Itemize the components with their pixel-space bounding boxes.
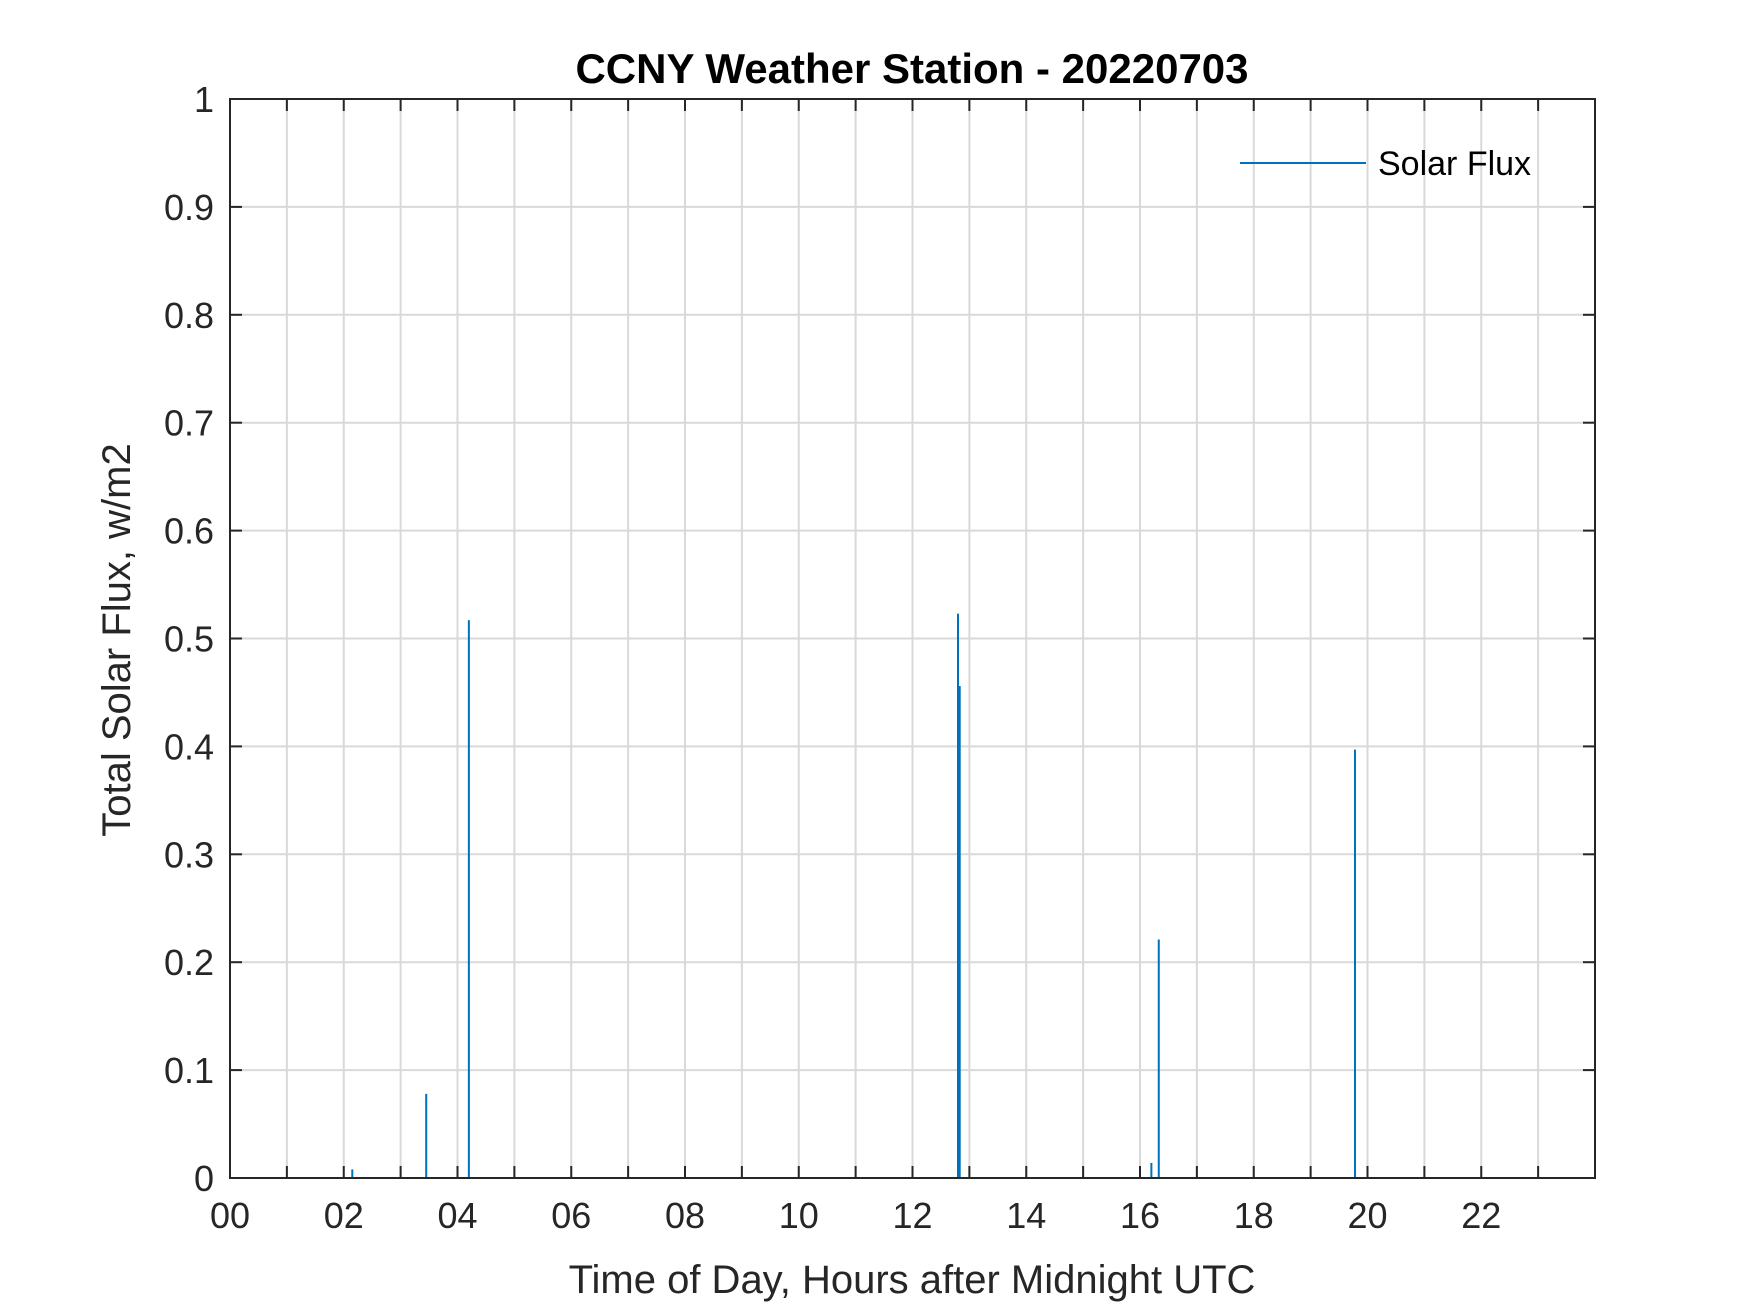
- x-tick-label: 18: [1234, 1195, 1274, 1236]
- x-tick-label: 02: [324, 1195, 364, 1236]
- y-tick-label: 0.4: [164, 726, 214, 767]
- y-tick-label: 0.9: [164, 187, 214, 228]
- grid: [230, 99, 1595, 1178]
- y-tick-label: 0: [194, 1158, 214, 1199]
- x-tick-label: 16: [1120, 1195, 1160, 1236]
- x-tick-label: 06: [551, 1195, 591, 1236]
- y-tick-label: 1: [194, 79, 214, 120]
- x-tick-label: 00: [210, 1195, 250, 1236]
- plot-data: [351, 613, 1356, 1178]
- y-tick-label: 0.7: [164, 403, 214, 444]
- x-tick-label: 04: [437, 1195, 477, 1236]
- x-tick-label: 12: [892, 1195, 932, 1236]
- y-tick-label: 0.6: [164, 511, 214, 552]
- legend: Solar Flux: [1240, 145, 1531, 183]
- x-tick-label: 08: [665, 1195, 705, 1236]
- axes: [229, 98, 1596, 1179]
- y-axis-label: Total Solar Flux, w/m2: [95, 443, 139, 836]
- chart-title: CCNY Weather Station - 20220703: [575, 45, 1248, 92]
- y-tick-label: 0.5: [164, 619, 214, 660]
- x-tick-label: 22: [1461, 1195, 1501, 1236]
- y-tick-label: 0.1: [164, 1050, 214, 1091]
- x-tick-label: 10: [779, 1195, 819, 1236]
- y-tick-label: 0.2: [164, 942, 214, 983]
- legend-label: Solar Flux: [1378, 145, 1531, 183]
- x-tick-label: 20: [1347, 1195, 1387, 1236]
- tick-labels: 00 02 04 06 08 10 12 14 16 18 20 22 0 0.1 0.2 0.3 0.4 0.5…: [164, 79, 1501, 1236]
- x-axis-label: Time of Day, Hours after Midnight UTC: [569, 1258, 1256, 1302]
- y-tick-label: 0.3: [164, 834, 214, 875]
- y-tick-label: 0.8: [164, 295, 214, 336]
- x-tick-label: 14: [1006, 1195, 1046, 1236]
